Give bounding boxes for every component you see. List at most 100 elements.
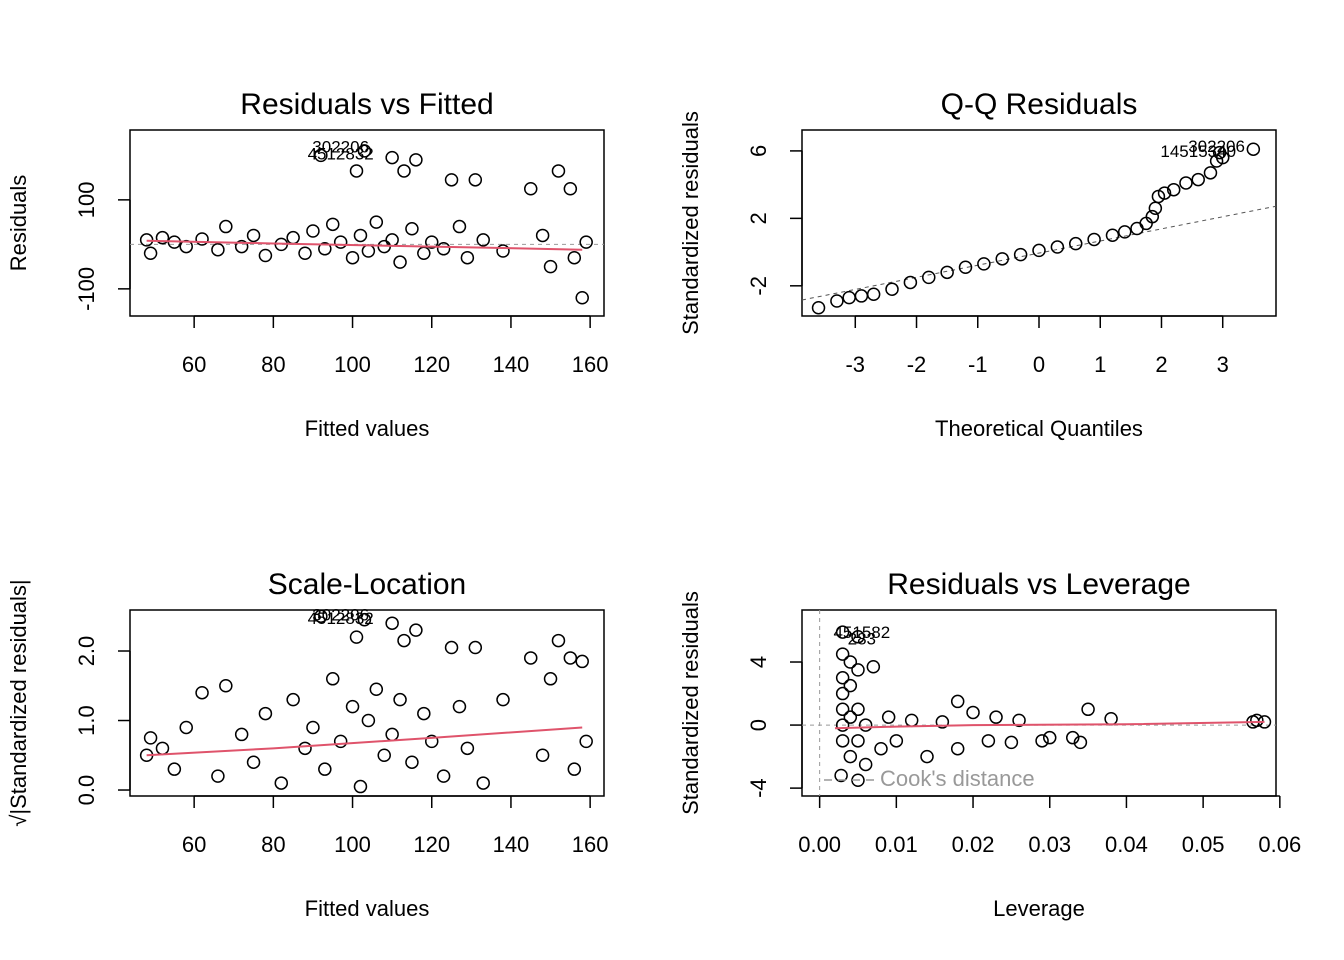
point <box>866 287 881 301</box>
point <box>1246 142 1261 156</box>
point <box>835 647 850 661</box>
x-tick-label: -3 <box>845 352 865 377</box>
x-tick-label: 100 <box>334 832 371 857</box>
point <box>843 678 858 693</box>
point <box>535 228 550 243</box>
y-axis-label: Standardized residuals <box>678 111 703 335</box>
point <box>246 228 261 243</box>
point <box>1012 713 1026 728</box>
point <box>369 215 384 229</box>
point <box>219 219 233 234</box>
x-axis-label: Theoretical Quantiles <box>935 416 1143 441</box>
point <box>155 230 170 245</box>
point <box>409 623 423 637</box>
panel: Scale-Location Fitted values √|Standardize… <box>6 568 609 921</box>
x-tick-label: 80 <box>261 832 285 857</box>
point <box>1050 240 1065 254</box>
point <box>211 769 225 783</box>
point <box>369 682 384 696</box>
point <box>219 679 233 693</box>
point <box>1212 145 1227 160</box>
point <box>989 710 1003 724</box>
point <box>444 173 459 187</box>
point <box>318 762 332 776</box>
x-tick-label: 2 <box>1155 352 1167 377</box>
point-label: 283 <box>848 629 876 648</box>
point <box>436 242 451 256</box>
point <box>333 734 348 749</box>
point <box>361 713 376 728</box>
chart-title: Scale-Location <box>268 568 466 601</box>
point <box>874 741 888 756</box>
x-tick-label: 140 <box>493 352 530 377</box>
point <box>1065 730 1080 745</box>
y-tick-label: 100 <box>74 182 99 219</box>
point <box>385 727 399 742</box>
chart-title: Residuals vs Fitted <box>240 88 493 121</box>
point <box>950 741 965 756</box>
point-label: 14515340 <box>1160 142 1236 161</box>
point <box>851 734 865 748</box>
point <box>995 252 1010 266</box>
point <box>155 741 170 756</box>
point <box>563 651 578 665</box>
qq-line <box>801 205 1277 301</box>
point <box>851 702 865 717</box>
point <box>551 164 566 178</box>
point <box>167 762 182 776</box>
point <box>811 300 826 315</box>
point <box>1191 172 1205 187</box>
point <box>274 776 289 790</box>
point <box>393 255 407 269</box>
x-tick-label: 0.06 <box>1258 832 1301 857</box>
chart-title: Q-Q Residuals <box>941 88 1138 121</box>
y-tick-label: 2.0 <box>74 636 99 667</box>
x-tick-label: 1 <box>1094 352 1106 377</box>
point <box>835 734 850 748</box>
y-tick-label: 4 <box>746 656 771 668</box>
point <box>258 706 273 721</box>
point <box>385 233 399 247</box>
x-tick-label: -2 <box>907 352 927 377</box>
point <box>476 233 490 247</box>
point <box>424 235 439 249</box>
panel: Q-Q Residuals Theoretical Quantiles Standa… <box>678 88 1277 441</box>
point <box>496 244 510 258</box>
point <box>306 720 320 735</box>
point <box>866 659 881 674</box>
point <box>977 257 991 271</box>
point <box>377 748 391 763</box>
point <box>940 265 954 280</box>
point <box>211 242 225 257</box>
x-tick-label: 160 <box>572 352 609 377</box>
point <box>393 692 407 707</box>
point <box>958 260 973 275</box>
point <box>476 776 490 790</box>
point <box>950 694 965 709</box>
point <box>1130 221 1144 236</box>
point <box>436 769 451 783</box>
panel: Residuals vs Fitted Fitted values Residual… <box>6 88 609 441</box>
point <box>1042 730 1057 745</box>
x-tick-label: 0.00 <box>798 832 841 857</box>
point <box>920 749 934 764</box>
x-tick-label: 60 <box>182 832 206 857</box>
point <box>1117 225 1132 239</box>
x-tick-label: 60 <box>182 352 206 377</box>
point <box>460 250 475 265</box>
point <box>385 150 399 165</box>
x-tick-label: -1 <box>968 352 988 377</box>
point <box>349 164 364 178</box>
point <box>143 246 158 261</box>
x-axis-label: Leverage <box>993 896 1085 921</box>
x-tick-label: 0.03 <box>1028 832 1071 857</box>
point <box>452 699 467 714</box>
point <box>345 699 360 714</box>
point <box>835 671 850 685</box>
y-axis-label: Standardized residuals <box>678 591 703 815</box>
x-tick-label: 0.02 <box>952 832 995 857</box>
point <box>298 741 312 756</box>
point <box>417 706 431 721</box>
point <box>409 153 423 167</box>
point <box>904 713 919 728</box>
